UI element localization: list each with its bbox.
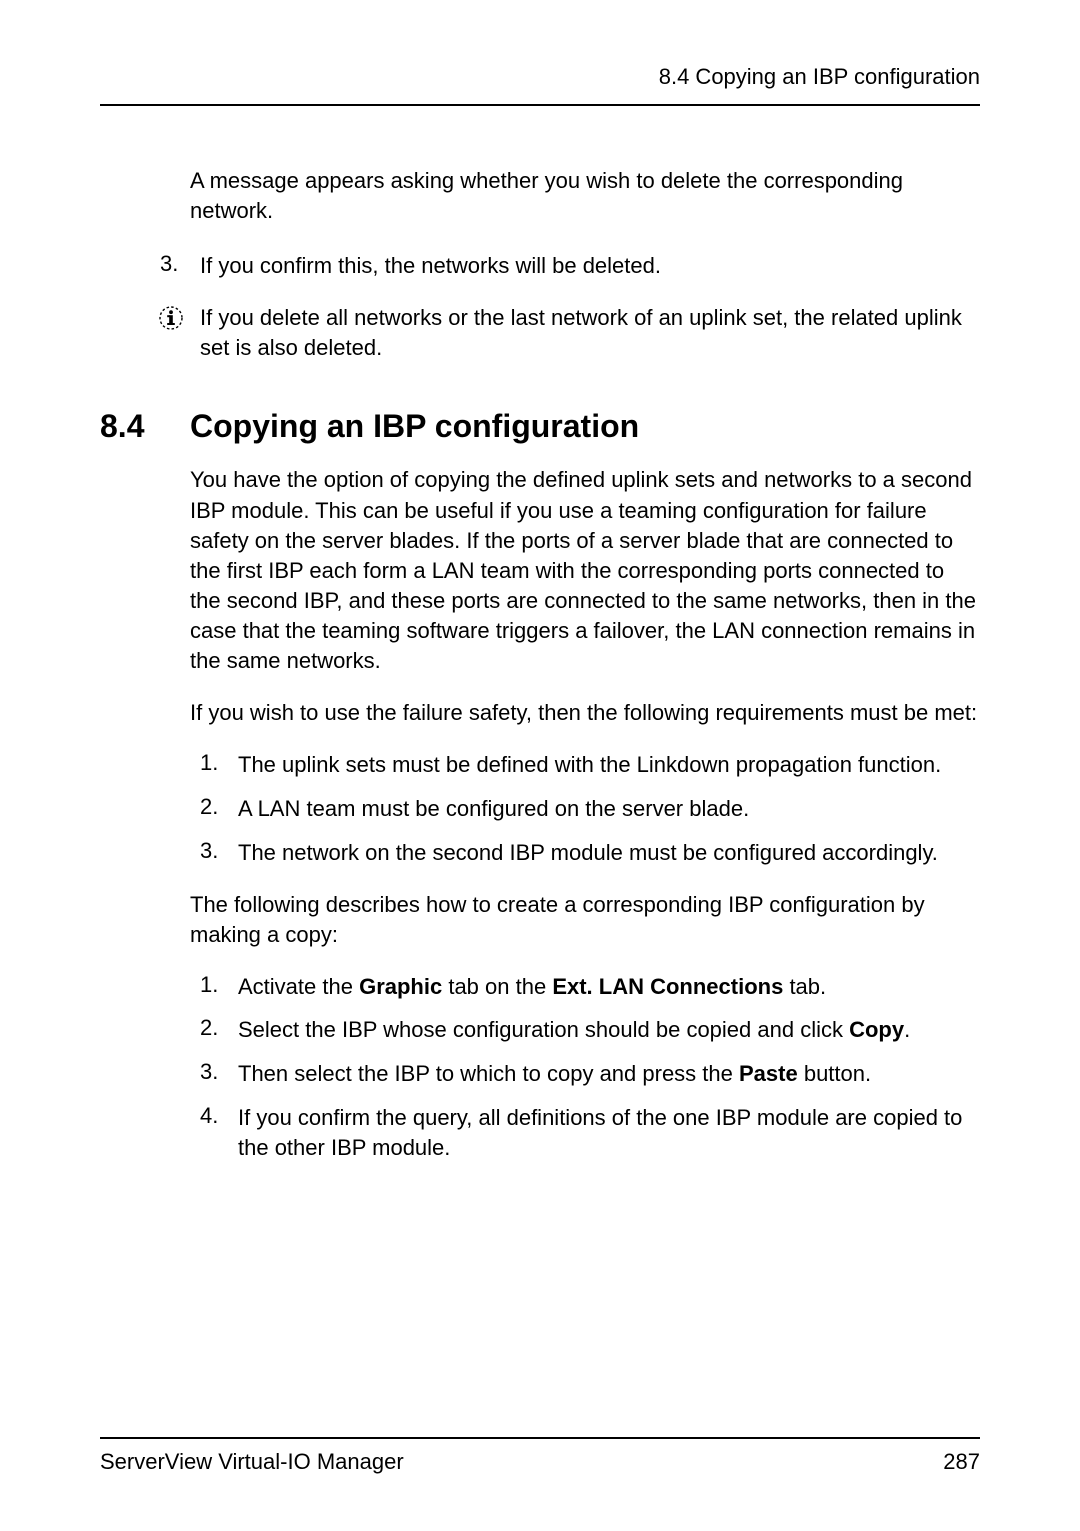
list-text: Select the IBP whose configuration shoul…	[238, 1015, 910, 1045]
list-item: 1. The uplink sets must be defined with …	[200, 750, 980, 780]
body-paragraph: You have the option of copying the defin…	[190, 465, 980, 676]
footer-row: ServerView Virtual-IO Manager 287	[100, 1449, 980, 1475]
footer-page-number: 287	[943, 1449, 980, 1475]
info-icon	[158, 303, 200, 336]
list-number: 2.	[200, 1015, 238, 1045]
list-item: 2. A LAN team must be configured on the …	[200, 794, 980, 824]
info-text: If you delete all networks or the last n…	[200, 303, 980, 362]
footer-rule	[100, 1437, 980, 1439]
list-text: The network on the second IBP module mus…	[238, 838, 938, 868]
list-number: 3.	[200, 1059, 238, 1089]
bold: Ext. LAN Connections	[552, 974, 783, 999]
t: tab.	[783, 974, 826, 999]
bold: Graphic	[359, 974, 442, 999]
list-text: A LAN team must be configured on the ser…	[238, 794, 749, 824]
list-number: 3.	[160, 251, 200, 281]
list-item: 2. Select the IBP whose configuration sh…	[200, 1015, 980, 1045]
body-paragraph: The following describes how to create a …	[190, 890, 980, 950]
section-heading: 8.4 Copying an IBP configuration	[100, 408, 980, 445]
list-number: 4.	[200, 1103, 238, 1162]
running-head: 8.4 Copying an IBP configuration	[100, 64, 980, 90]
list-text: The uplink sets must be defined with the…	[238, 750, 941, 780]
footer-left: ServerView Virtual-IO Manager	[100, 1449, 404, 1475]
footer: ServerView Virtual-IO Manager 287	[100, 1437, 980, 1475]
bold: Paste	[739, 1061, 798, 1086]
list-item: 3. If you confirm this, the networks wil…	[160, 251, 980, 281]
t: tab on the	[442, 974, 552, 999]
t: Activate the	[238, 974, 359, 999]
section-number: 8.4	[100, 408, 190, 445]
bold: Copy	[849, 1017, 904, 1042]
info-note: If you delete all networks or the last n…	[158, 303, 980, 362]
list-text: Then select the IBP to which to copy and…	[238, 1059, 871, 1089]
section-title: Copying an IBP configuration	[190, 408, 639, 445]
list-item: 3. Then select the IBP to which to copy …	[200, 1059, 980, 1089]
header-rule	[100, 104, 980, 106]
t: Select the IBP whose configuration shoul…	[238, 1017, 849, 1042]
list-number: 1.	[200, 972, 238, 1002]
list-number: 2.	[200, 794, 238, 824]
list-text: If you confirm the query, all definition…	[238, 1103, 980, 1162]
body-paragraph: If you wish to use the failure safety, t…	[190, 698, 980, 728]
t: button.	[798, 1061, 871, 1086]
list-item: 1. Activate the Graphic tab on the Ext. …	[200, 972, 980, 1002]
page: 8.4 Copying an IBP configuration A messa…	[0, 0, 1080, 1531]
pre-paragraph: A message appears asking whether you wis…	[190, 166, 980, 225]
list-text: If you confirm this, the networks will b…	[200, 251, 661, 281]
t: .	[904, 1017, 910, 1042]
list-item: 3. The network on the second IBP module …	[200, 838, 980, 868]
t: Then select the IBP to which to copy and…	[238, 1061, 739, 1086]
list-number: 1.	[200, 750, 238, 780]
list-item: 4. If you confirm the query, all definit…	[200, 1103, 980, 1162]
list-number: 3.	[200, 838, 238, 868]
list-text: Activate the Graphic tab on the Ext. LAN…	[238, 972, 826, 1002]
